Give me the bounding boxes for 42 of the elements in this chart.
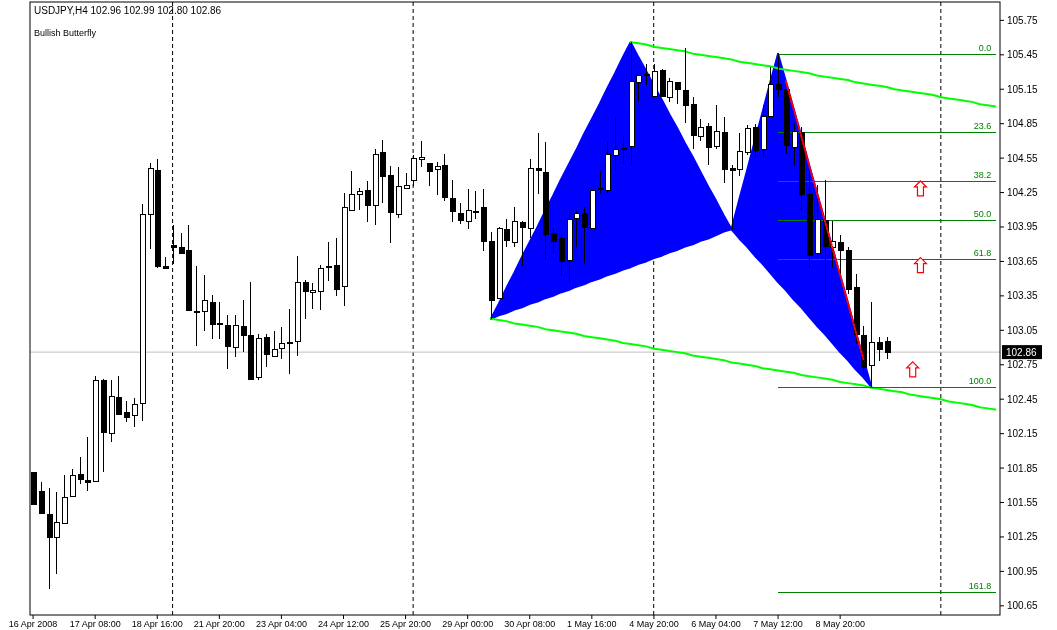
x-tick-label: 23 Apr 04:00 <box>255 619 307 629</box>
chart-title: USDJPY,H4 102.96 102.99 102.80 102.86 <box>34 5 222 16</box>
series-label: 61.8 <box>973 248 992 259</box>
y-tick-label: 100.95 <box>1007 565 1039 577</box>
series-label: 23.6 <box>973 120 992 131</box>
x-tick-label: 1 May 16:00 <box>567 619 617 629</box>
x-tick-label: 21 Apr 20:00 <box>193 619 245 629</box>
series-label: 50.0 <box>973 209 992 220</box>
y-tick-label: 101.25 <box>1007 531 1039 543</box>
x-tick-label: 6 May 04:00 <box>691 619 741 629</box>
x-tick-label: 18 Apr 16:00 <box>131 619 183 629</box>
y-tick-label: 100.65 <box>1007 600 1039 612</box>
x-tick-label: 7 May 12:00 <box>753 619 803 629</box>
y-tick-label: 103.05 <box>1007 324 1039 336</box>
x-tick-label: 4 May 20:00 <box>629 619 679 629</box>
y-tick-label: 105.75 <box>1007 14 1039 26</box>
x-tick-label: 24 Apr 12:00 <box>317 619 370 629</box>
y-tick-label: 105.45 <box>1007 49 1039 61</box>
x-tick-label: 8 May 20:00 <box>815 619 865 629</box>
y-tick-label: 103.35 <box>1007 290 1039 302</box>
y-tick-label: 102.45 <box>1007 393 1039 405</box>
y-tick-label: 103.65 <box>1007 255 1039 267</box>
series-label: 100.0 <box>968 375 992 386</box>
y-tick-label: 104.85 <box>1007 118 1039 130</box>
y-tick-label: 103.95 <box>1007 221 1039 233</box>
series-label: 38.2 <box>973 170 992 181</box>
y-tick-label: 104.55 <box>1007 152 1039 164</box>
y-tick-label: 101.55 <box>1007 497 1039 508</box>
x-tick-label: 25 Apr 20:00 <box>380 619 432 629</box>
y-tick-label: 101.85 <box>1007 462 1039 474</box>
y-tick-label: 104.25 <box>1007 187 1039 199</box>
x-tick-label: 16 Apr 2008 <box>8 619 58 629</box>
y-tick-label: 102.75 <box>1007 359 1039 371</box>
x-tick-label: 17 Apr 08:00 <box>69 619 121 629</box>
x-tick-label: 29 Apr 00:00 <box>442 619 494 629</box>
y-tick-label: 102.15 <box>1007 428 1039 440</box>
x-tick-label: 30 Apr 08:00 <box>504 619 556 629</box>
y-tick-label: 105.15 <box>1007 83 1039 95</box>
series-label: 0.0 <box>978 42 992 53</box>
ref-line-label: 102.86 <box>1006 346 1038 358</box>
text: Bullish Butterfly <box>34 28 97 38</box>
series-label: 161.8 <box>968 581 992 592</box>
